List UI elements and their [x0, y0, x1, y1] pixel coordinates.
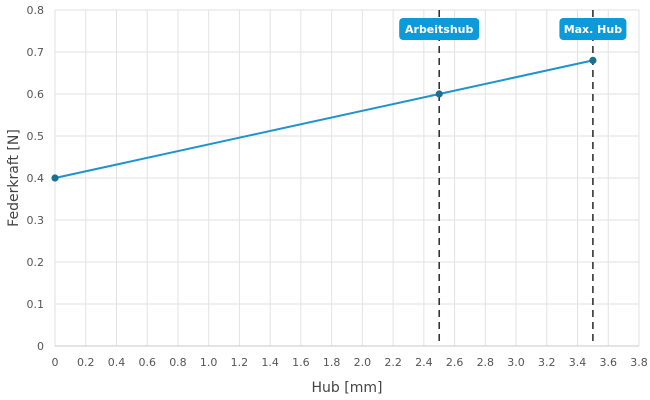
y-axis-title: Federkraft [N]: [6, 129, 22, 227]
x-tick-label: 0.8: [169, 356, 187, 369]
grid: [54, 9, 640, 346]
x-tick-label: 2.4: [415, 356, 433, 369]
x-tick-labels: 0 0.2 0.4 0.6 0.8 1.0 1.2 1.4 1.6 1.8 2.0 2.2 2.4 2.6…: [52, 356, 648, 369]
annotation-markers: Arbeitshub Max. Hub: [399, 10, 627, 346]
x-tick-label: 3.8: [630, 356, 648, 369]
x-tick-label: 1.2: [231, 356, 249, 369]
x-tick-label: 0.2: [77, 356, 95, 369]
x-tick-label: 2.6: [446, 356, 464, 369]
y-tick-label: 0.4: [27, 172, 45, 185]
annotation-label-1: Max. Hub: [564, 23, 623, 36]
y-tick-label: 0.2: [27, 256, 45, 269]
x-tick-label: 2.0: [354, 356, 372, 369]
x-tick-label: 3.2: [538, 356, 556, 369]
annotation-label-0: Arbeitshub: [405, 23, 474, 36]
annotation-badge-1: [559, 18, 627, 40]
y-tick-label: 0.6: [27, 88, 45, 101]
y-tick-label: 0: [37, 340, 44, 353]
y-tick-label: 0.7: [27, 46, 45, 59]
x-axis-title: Hub [mm]: [312, 380, 383, 396]
x-tick-label: 2.8: [477, 356, 495, 369]
y-tick-labels: 0 0.1 0.2 0.3 0.4 0.5 0.6 0.7 0.8: [27, 4, 45, 353]
x-tick-label: 1.8: [323, 356, 341, 369]
annotation-badge-0: [399, 18, 480, 40]
x-tick-label: 0.4: [108, 356, 126, 369]
x-tick-label: 1.6: [292, 356, 310, 369]
series-line-0: [54, 59, 594, 179]
x-tick-label: 0: [52, 356, 59, 369]
y-tick-label: 0.1: [27, 298, 45, 311]
x-tick-label: 0.6: [138, 356, 156, 369]
data-point: [589, 56, 597, 64]
series-group: [51, 56, 597, 182]
x-tick-label: 1.4: [261, 356, 279, 369]
x-tick-label: 2.2: [384, 356, 402, 369]
data-point: [435, 90, 443, 98]
y-tick-label: 0.5: [27, 130, 45, 143]
x-tick-label: 3.0: [507, 356, 525, 369]
x-tick-label: 3.6: [600, 356, 618, 369]
y-tick-label: 0.8: [27, 4, 45, 17]
x-tick-label: 1.0: [200, 356, 218, 369]
y-tick-label: 0.3: [27, 214, 45, 227]
x-tick-label: 3.4: [569, 356, 587, 369]
data-point: [51, 174, 59, 182]
